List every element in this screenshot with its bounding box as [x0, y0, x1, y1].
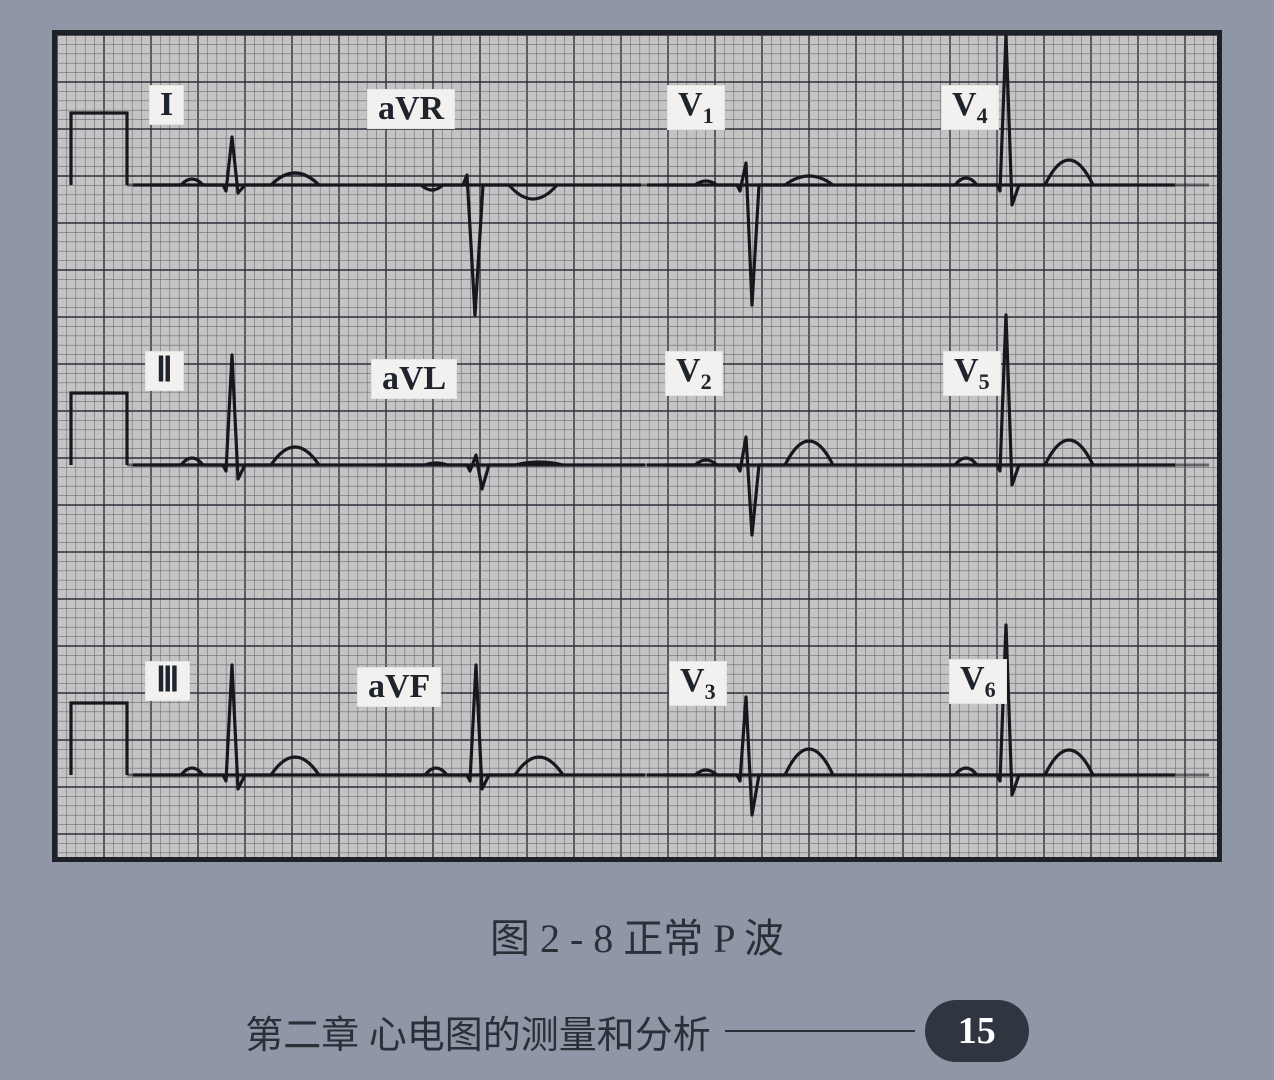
lead-label: V4	[941, 85, 999, 130]
ecg-figure: IaVR V1 V4 ⅡaVL V2 V5 ⅢaVF V3 V6	[52, 30, 1222, 862]
lead-label: V3	[669, 661, 727, 706]
page-root: IaVRV1V4ⅡaVLV2V5ⅢaVFV3V6 图 2 - 8 正常 P 波 …	[0, 0, 1274, 1080]
lead-label: aVF	[357, 667, 441, 707]
lead-label: Ⅲ	[145, 661, 190, 701]
lead-label: aVR	[367, 89, 455, 129]
lead-label: V5	[943, 351, 1001, 396]
lead-label: V2	[665, 351, 723, 396]
lead-label: V6	[949, 659, 1007, 704]
page-footer: 第二章 心电图的测量和分析 15	[0, 1000, 1274, 1062]
footer-rule	[725, 1030, 915, 1032]
lead-label: I	[149, 85, 184, 125]
page-number-badge: 15	[925, 1000, 1029, 1062]
figure-caption: 图 2 - 8 正常 P 波	[0, 906, 1274, 964]
ecg-svg	[57, 35, 1217, 857]
lead-label: V1	[667, 85, 725, 130]
chapter-title: 第二章 心电图的测量和分析	[245, 1004, 711, 1059]
lead-label: aVL	[371, 359, 457, 399]
lead-label: Ⅱ	[145, 351, 184, 391]
